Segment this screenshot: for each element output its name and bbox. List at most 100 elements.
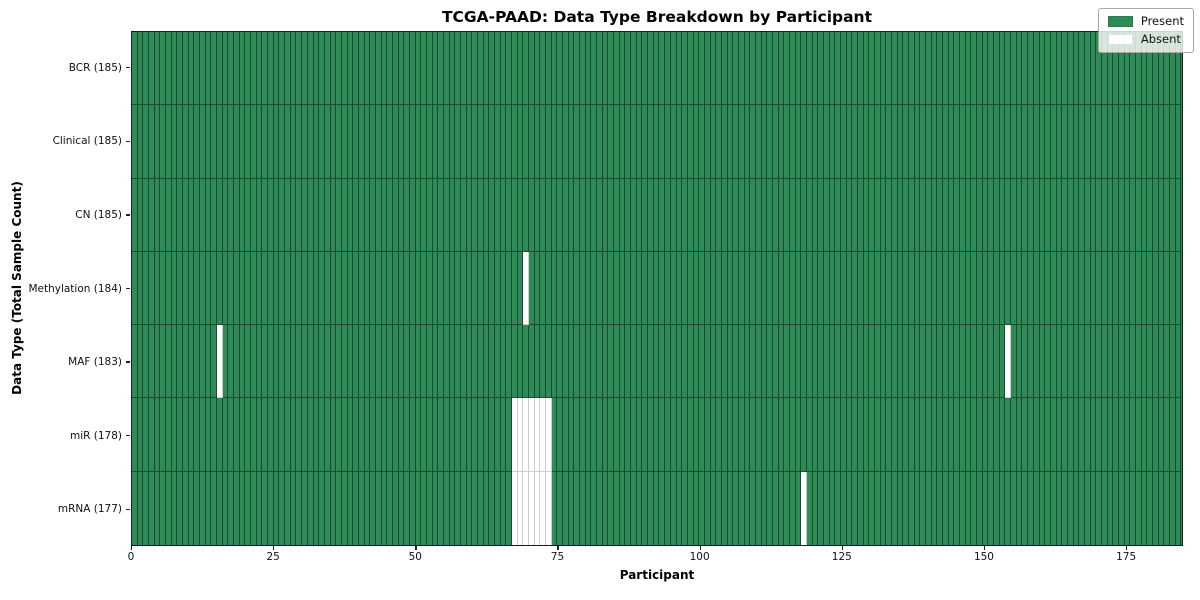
heatmap-cell [977,105,983,179]
heatmap-cell [943,471,949,545]
heatmap-cell [211,251,218,326]
heatmap-cell [704,178,711,252]
heatmap-cell [704,471,711,545]
heatmap-cell [738,178,745,252]
heatmap-cell [750,398,756,472]
heatmap-cell [392,471,399,545]
heatmap-cell [903,471,910,545]
heatmap-cell [319,251,325,326]
heatmap-cell [954,105,961,179]
heatmap-cell [262,251,269,326]
heatmap-cell [903,178,910,252]
heatmap-cell [500,251,507,326]
heatmap-cell [341,471,348,545]
heatmap-cell [1147,105,1153,179]
heatmap-cell [506,105,513,179]
heatmap-cell [1164,105,1170,179]
heatmap-cell [1124,325,1131,399]
heatmap-cell [171,325,178,399]
heatmap-cell [477,398,484,472]
heatmap-cell [1169,105,1176,179]
heatmap-cell [517,325,524,399]
heatmap-cell [1164,398,1170,472]
heatmap-cell [421,105,427,179]
heatmap-cell [806,471,813,545]
heatmap-cell [483,178,490,252]
heatmap-cell [341,178,348,252]
heatmap-cell [823,251,830,326]
heatmap-cell [1124,398,1131,472]
heatmap-cell [937,398,944,472]
heatmap-cell [875,325,881,399]
heatmap-cell [846,251,853,326]
heatmap-cell [665,105,671,179]
heatmap-cell [222,105,229,179]
heatmap-cell [245,105,252,179]
legend-item-present: Present [1107,15,1184,28]
heatmap-cell [585,178,592,252]
heatmap-cell [137,251,144,326]
heatmap-cell [466,32,473,106]
heatmap-cell [200,251,206,326]
heatmap-cell [755,105,762,179]
heatmap-cell [602,398,609,472]
heatmap-cell [982,32,989,106]
heatmap-cell [307,105,314,179]
heatmap-cell [1107,105,1114,179]
heatmap-cell [631,32,637,106]
heatmap-cell [880,32,887,106]
heatmap-cell [234,32,240,106]
heatmap-cell [716,105,722,179]
heatmap-cell [540,471,547,545]
heatmap-cell [852,325,858,399]
heatmap-cell [1028,105,1034,179]
heatmap-cell [994,325,1000,399]
heatmap-cell [1084,471,1091,545]
heatmap-cell [404,105,410,179]
heatmap-cell [171,178,178,252]
heatmap-cell [1028,471,1034,545]
heatmap-cell [767,251,773,326]
heatmap-cell [217,471,223,545]
heatmap-cell [506,398,513,472]
heatmap-cell [699,32,705,106]
heatmap-cell [188,105,195,179]
heatmap-cell [234,251,240,326]
heatmap-row-CN [132,178,1182,252]
heatmap-cell [846,325,853,399]
heatmap-cell [217,178,223,252]
heatmap-cell [307,178,314,252]
heatmap-cell [370,32,376,106]
heatmap-cell [149,105,155,179]
heatmap-cell [818,325,824,399]
heatmap-cell [897,178,904,252]
heatmap-cell [795,251,802,326]
heatmap-cell [154,32,161,106]
heatmap-cell [960,32,966,106]
heatmap-cell [767,178,773,252]
heatmap-cell [1124,178,1131,252]
heatmap-cell [251,471,257,545]
heatmap-cell [761,32,768,106]
heatmap-cell [789,398,796,472]
heatmap-cell [823,398,830,472]
heatmap-cell [960,325,966,399]
heatmap-cell [370,325,376,399]
heatmap-cell [880,105,887,179]
heatmap-cell [1169,32,1176,106]
heatmap-cell [166,471,172,545]
heatmap-cell [154,105,161,179]
heatmap-cell [1084,251,1091,326]
heatmap-cell [914,32,921,106]
heatmap-cell [948,398,955,472]
heatmap-cell [608,105,615,179]
heatmap-cell [648,398,654,472]
heatmap-cell [1039,325,1046,399]
heatmap-cell [954,325,961,399]
heatmap-cell [381,471,388,545]
heatmap-cell [1033,32,1040,106]
legend-label: Absent [1140,32,1181,46]
heatmap-cell [234,398,240,472]
heatmap-cell [1033,398,1040,472]
heatmap-cell [1141,251,1148,326]
